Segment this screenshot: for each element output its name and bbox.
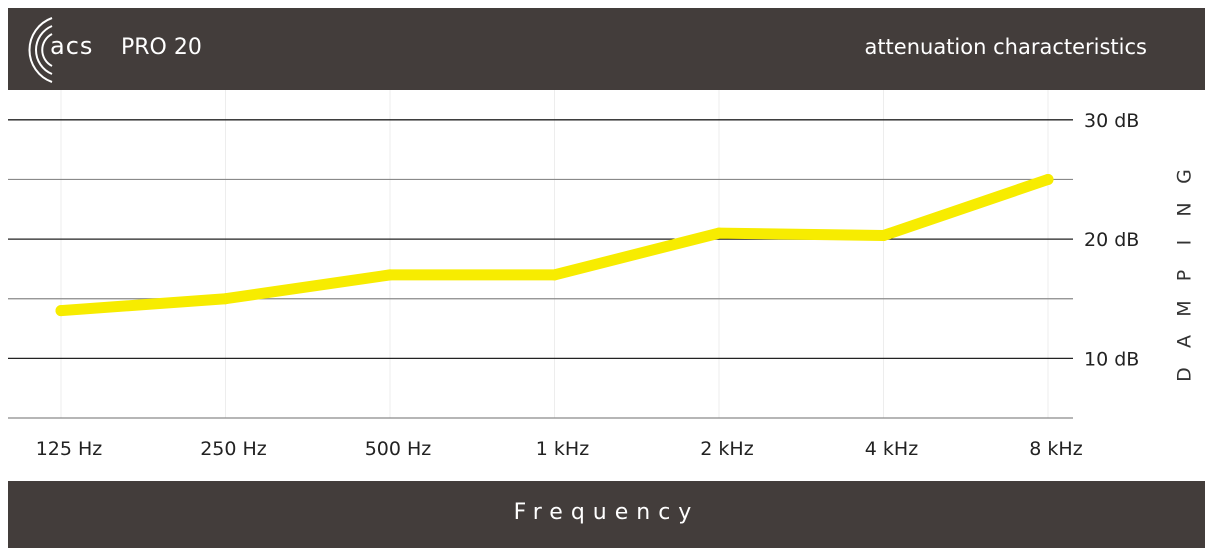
y-axis-title-letter: A (1173, 335, 1196, 348)
y-axis-title-letter: D (1173, 367, 1196, 382)
data-point (384, 269, 396, 281)
y-tick-labels: 10 dB 20 dB 30 dB (1084, 110, 1139, 371)
model-name: PRO 20 (121, 35, 202, 60)
y-tick-label: 20 dB (1084, 229, 1139, 251)
y-axis-title-letter: I (1173, 239, 1196, 246)
x-tick-label: 2 kHz (700, 438, 753, 460)
y-axis-title-letter: N (1173, 202, 1196, 217)
data-point (55, 305, 67, 317)
footer-bar: Frequency (8, 481, 1205, 548)
data-point (220, 293, 231, 305)
horizontal-gridlines (8, 119, 1073, 419)
x-tick-label: 4 kHz (865, 438, 918, 460)
acs-logo: acs (8, 8, 128, 90)
x-tick-labels: 125 Hz 250 Hz 500 Hz 1 kHz 2 kHz 4 kHz 8 kHz (36, 438, 1083, 460)
y-axis-title-letter: G (1173, 169, 1196, 184)
data-point (713, 227, 725, 239)
x-tick-label: 125 Hz (36, 438, 103, 460)
chart-subtitle: attenuation characteristics (864, 35, 1147, 59)
x-tick-label: 500 Hz (365, 438, 432, 460)
vertical-gridlines (60, 90, 1049, 418)
data-series (55, 173, 1054, 317)
x-tick-label: 8 kHz (1029, 438, 1082, 460)
header-bar: acs PRO 20 attenuation characteristics (8, 8, 1205, 90)
x-axis-title: Frequency (513, 500, 700, 525)
y-axis-title-letter: M (1173, 300, 1196, 317)
y-tick-label: 30 dB (1084, 110, 1139, 132)
logo-arcs-icon (28, 17, 53, 83)
data-point (549, 269, 560, 281)
x-tick-label: 1 kHz (536, 438, 589, 460)
data-point (878, 230, 889, 242)
y-axis-title: G N I P M A D (1170, 160, 1200, 390)
data-point (1042, 173, 1054, 185)
brand-name: acs (50, 32, 94, 60)
y-axis-title-letter: P (1173, 269, 1196, 282)
y-tick-label: 10 dB (1084, 348, 1139, 370)
x-tick-label: 250 Hz (200, 438, 267, 460)
